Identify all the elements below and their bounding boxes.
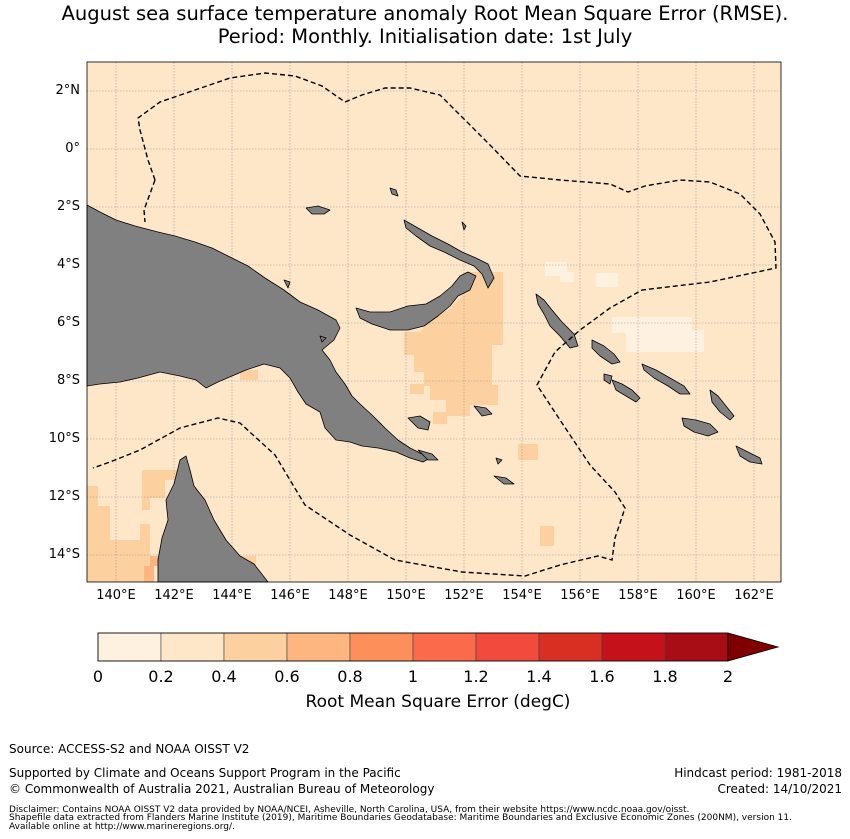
disclaimer-line-3: Available online at http://www.marinereg… (9, 822, 235, 832)
support-text: Supported by Climate and Oceans Support … (9, 766, 401, 780)
colorbar-segment (538, 632, 603, 662)
manus-landmass (305, 205, 331, 215)
hindcast-period: Hindcast period: 1981-2018 (674, 766, 842, 780)
chart-title-line-1: August sea surface temperature anomaly R… (61, 2, 789, 25)
malaita-landmass (709, 389, 735, 421)
colorbar-tick-label: 0.2 (148, 667, 174, 686)
lon-label: 158°E (618, 588, 658, 603)
lat-label: 6°S (56, 315, 80, 330)
lon-label: 146°E (270, 588, 310, 603)
lon-label: 142°E (154, 588, 194, 603)
colorbar-segment (412, 632, 477, 662)
colorbar-segment (349, 632, 414, 662)
new-britain-landmass (355, 271, 477, 331)
colorbar-tick-label: 1.8 (652, 667, 678, 686)
lat-label: 4°S (56, 257, 80, 272)
colorbar-tick-label: 0 (92, 667, 104, 686)
new-georgia-landmass (611, 379, 641, 403)
colorbar-segment (97, 632, 162, 662)
disclaimer-line-1: Disclaimer: Contains NOAA OISST V2 data … (9, 805, 690, 815)
created-date: Created: 14/10/2021 (717, 782, 842, 796)
colorbar-segment (160, 632, 225, 662)
colorbar-tick-label: 1.6 (589, 667, 615, 686)
lat-label: 2°S (56, 199, 80, 214)
colorbar-tick-label: 1 (407, 667, 419, 686)
choiseul-landmass (591, 339, 621, 365)
colorbar-segment (601, 632, 666, 662)
new-guinea-landmass (86, 204, 431, 463)
colorbar-tick-label: 0.6 (274, 667, 300, 686)
colorbar (97, 632, 780, 662)
source-text: Source: ACCESS-S2 and NOAA OISST V2 (9, 742, 250, 756)
lat-label: 12°S (48, 489, 80, 504)
colorbar-segment (475, 632, 540, 662)
colorbar-tick-label: 0.4 (211, 667, 237, 686)
lon-label: 154°E (502, 588, 542, 603)
colorbar-frame (97, 632, 729, 662)
lon-label: 156°E (560, 588, 600, 603)
disclaimer-line-2: Shapefile data extracted from Flanders M… (9, 813, 792, 823)
colorbar-tick-label: 2 (722, 667, 734, 686)
guadalcanal-landmass (681, 417, 719, 437)
lon-label: 150°E (386, 588, 426, 603)
eez-boundary (92, 72, 777, 577)
lon-label: 148°E (328, 588, 368, 603)
santa-isabel-landmass (641, 363, 691, 395)
new-ireland-landmass (403, 219, 495, 289)
colorbar-tick-label: 1.2 (463, 667, 489, 686)
colorbar-extend-arrow (727, 632, 780, 662)
lon-label: 152°E (444, 588, 484, 603)
makira-landmass (735, 445, 763, 465)
bougainville-landmass (535, 293, 579, 349)
colorbar-title: Root Mean Square Error (degC) (305, 692, 571, 712)
copyright-text: © Commonwealth of Australia 2021, Austra… (9, 782, 435, 796)
colorbar-segment (664, 632, 729, 662)
lon-label: 144°E (212, 588, 252, 603)
cape-york-landmass (157, 455, 269, 583)
land (86, 187, 763, 583)
colorbar-tick-label: 1.4 (526, 667, 552, 686)
lat-label: 14°S (48, 547, 80, 562)
colorbar-segment (286, 632, 351, 662)
dentrecasteaux-islands (407, 415, 431, 431)
lat-label: 2°N (55, 83, 81, 98)
chart-title-line-2: Period: Monthly. Initialisation date: 1s… (217, 25, 633, 48)
lon-label: 160°E (676, 588, 716, 603)
colorbar-tick-label: 0.8 (337, 667, 363, 686)
lon-label: 162°E (734, 588, 774, 603)
rmse-patches-low (545, 262, 704, 352)
lon-label: 140°E (96, 588, 136, 603)
lat-label: 8°S (56, 373, 80, 388)
rmse-patches-high (144, 556, 158, 582)
lat-label: 10°S (48, 431, 80, 446)
colorbar-segment (223, 632, 288, 662)
lat-label: 0° (65, 141, 80, 156)
map-frame (86, 61, 782, 583)
